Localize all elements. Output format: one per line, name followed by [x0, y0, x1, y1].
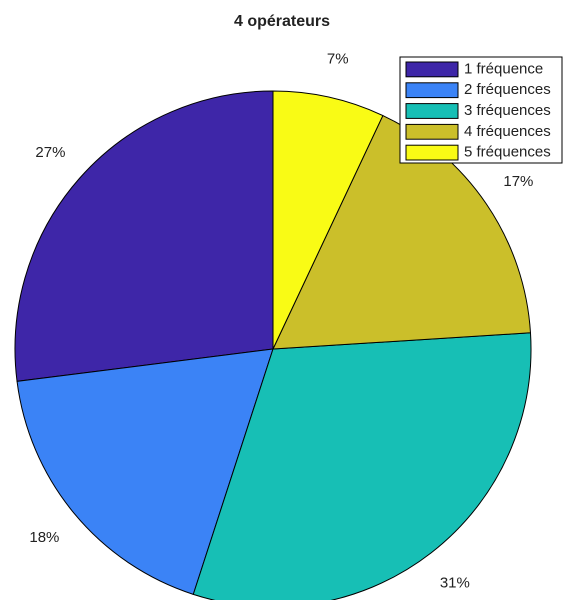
- legend-label: 2 fréquences: [464, 81, 551, 98]
- legend-label: 1 fréquence: [464, 60, 543, 77]
- pie-slice: [14, 90, 274, 382]
- pie-slice: [272, 90, 384, 350]
- chart-title: 4 opérateurs: [234, 13, 330, 30]
- legend-label: 4 fréquences: [464, 123, 551, 140]
- legend-swatch: [405, 144, 459, 161]
- legend-label: 3 fréquences: [464, 102, 551, 119]
- slice-label: 31%: [440, 574, 470, 591]
- legend-swatch: [405, 123, 459, 140]
- legend-swatch: [405, 82, 459, 99]
- legend-swatch: [405, 103, 459, 119]
- slice-label: 18%: [29, 529, 59, 546]
- legend-swatch: [405, 61, 459, 78]
- pie-slice: [192, 332, 532, 600]
- slice-label: 7%: [327, 50, 349, 67]
- slice-label: 17%: [503, 173, 533, 190]
- legend-label: 5 fréquences: [464, 144, 551, 161]
- pie-slice: [16, 348, 274, 596]
- slice-label: 27%: [35, 144, 65, 161]
